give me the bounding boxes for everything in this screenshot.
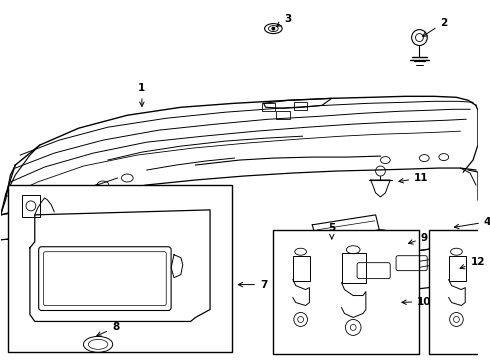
Bar <box>293 256 310 280</box>
Bar <box>429 230 490 354</box>
Text: 8: 8 <box>97 323 119 336</box>
Bar <box>22 195 40 217</box>
Text: 3: 3 <box>276 14 292 26</box>
Bar <box>262 103 275 111</box>
Bar <box>342 253 366 283</box>
Text: 1: 1 <box>138 84 146 107</box>
Text: 10: 10 <box>402 297 432 306</box>
Text: 7: 7 <box>238 280 268 289</box>
Text: 12: 12 <box>460 257 485 269</box>
Circle shape <box>271 27 275 31</box>
Bar <box>294 102 307 110</box>
Text: 4: 4 <box>454 217 490 229</box>
Text: 6: 6 <box>0 359 1 360</box>
Text: 11: 11 <box>399 173 429 183</box>
Bar <box>276 111 290 119</box>
Bar <box>273 230 419 354</box>
Bar <box>449 256 466 280</box>
Bar <box>8 185 232 352</box>
Text: 5: 5 <box>328 223 336 239</box>
Text: 2: 2 <box>423 18 447 36</box>
Text: 9: 9 <box>409 233 428 244</box>
